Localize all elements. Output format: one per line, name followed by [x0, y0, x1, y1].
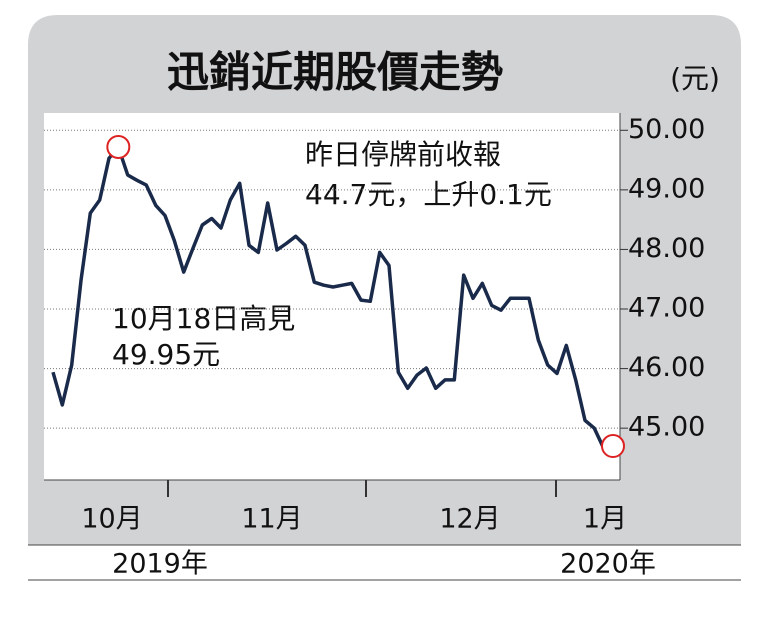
price-line: [51, 145, 614, 451]
x-tick-label: 10月: [81, 504, 142, 535]
y-tick-label: 50.00: [628, 114, 705, 145]
x-tick-label: 11月: [241, 504, 302, 535]
highlight-marker: [106, 134, 131, 159]
chart-title: 迅銷近期股價走勢: [167, 48, 503, 97]
year-label: 2020年: [560, 549, 656, 580]
x-tick-label: 1月: [583, 504, 627, 535]
x-tick-label: 12月: [439, 504, 500, 535]
year-label: 2019年: [112, 549, 208, 580]
annotation: 49.95元: [112, 338, 220, 371]
y-tick-label: 48.00: [628, 233, 705, 264]
y-tick-label: 46.00: [628, 352, 705, 383]
y-tick-label: 45.00: [628, 412, 705, 443]
y-tick-label: 49.00: [628, 173, 705, 204]
plot-area: [44, 113, 620, 480]
highlight-marker: [601, 434, 625, 459]
annotation: 10月18日高見: [112, 302, 295, 335]
annotation: 44.7元，上升0.1元: [305, 178, 552, 211]
y-tick-label: 47.00: [628, 293, 705, 324]
unit-label: (元): [670, 62, 720, 95]
annotation: 昨日停牌前收報: [305, 138, 501, 171]
